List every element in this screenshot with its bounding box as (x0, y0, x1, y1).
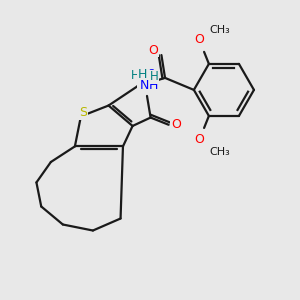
Text: N: N (140, 79, 149, 92)
Text: 2: 2 (148, 69, 155, 79)
Text: H: H (148, 79, 158, 92)
Text: O: O (194, 33, 204, 46)
Text: O: O (171, 118, 181, 131)
Text: H: H (137, 68, 147, 81)
Text: N: N (140, 79, 149, 92)
Text: S: S (79, 106, 87, 119)
Text: N: N (137, 79, 147, 92)
Text: H: H (130, 69, 140, 82)
Text: CH₃: CH₃ (209, 25, 230, 35)
Text: CH₃: CH₃ (209, 147, 230, 157)
Text: O: O (148, 44, 158, 57)
Text: O: O (194, 134, 204, 146)
Text: H: H (150, 70, 159, 83)
